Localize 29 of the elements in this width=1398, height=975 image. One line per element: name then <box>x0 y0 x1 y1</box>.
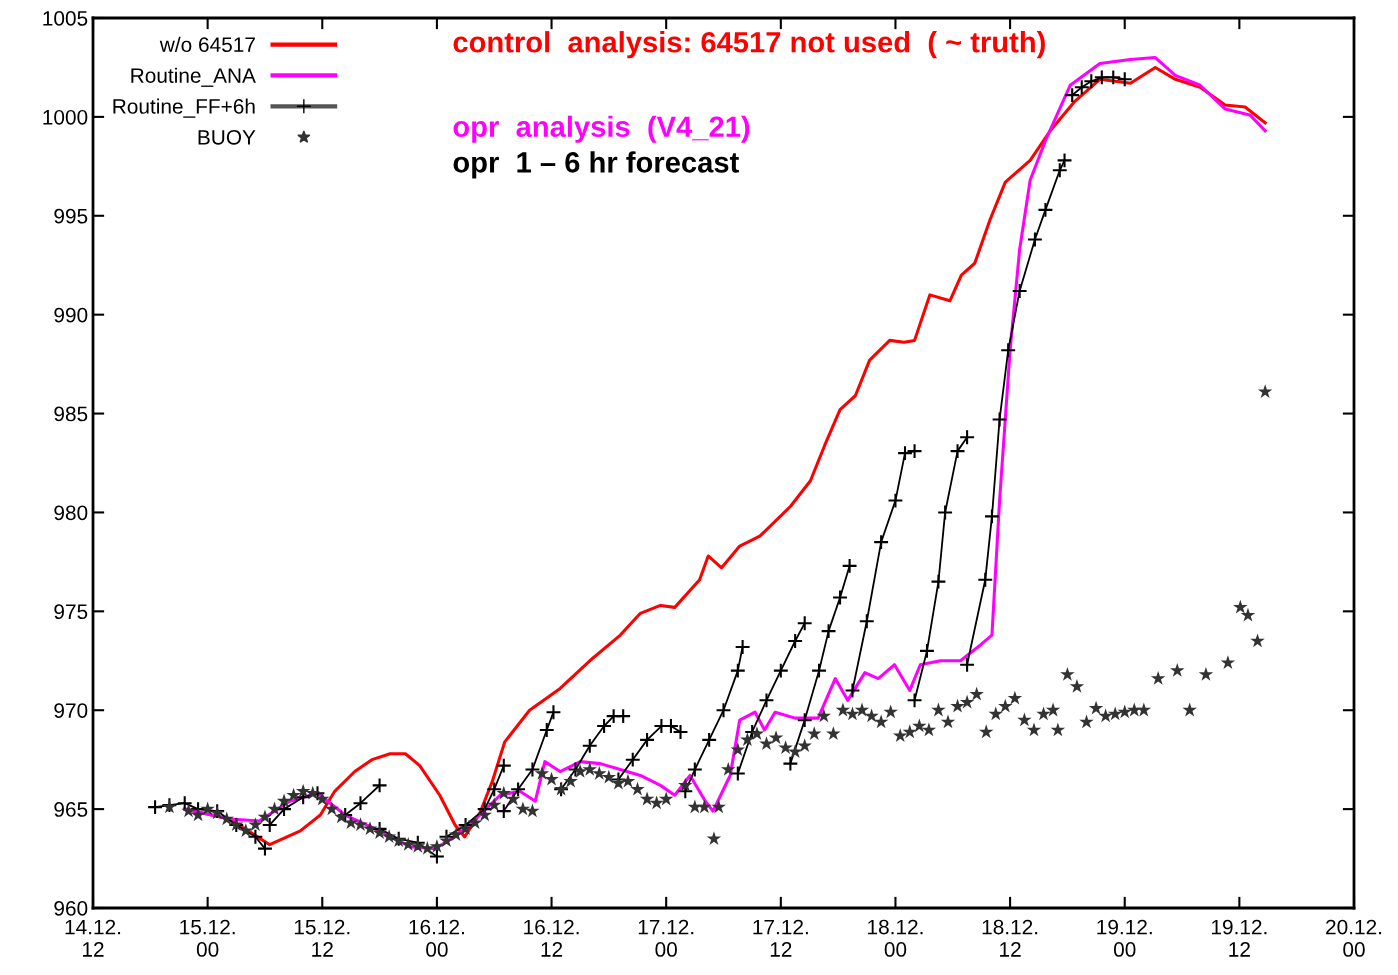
x-tick-label: 20.12. 00 <box>1326 919 1382 957</box>
x-tick-label: 19.12. 12 <box>1211 919 1267 957</box>
legend-label: w/o 64517 <box>159 36 255 53</box>
x-tick-label: 19.12. 00 <box>1097 919 1152 957</box>
y-tick-label: 960 <box>54 901 88 916</box>
y-tick-label: 985 <box>54 406 88 422</box>
legend-label: Routine_FF+6h <box>113 98 255 118</box>
legend-label: BUOY <box>198 129 256 145</box>
x-tick-label: 15.12. 00 <box>180 919 235 957</box>
x-tick-label: 17.12. 00 <box>638 919 694 957</box>
y-tick-label: 970 <box>54 703 88 718</box>
y-tick-label: 965 <box>54 802 88 817</box>
y-tick-label: 975 <box>54 604 88 620</box>
y-tick-label: 980 <box>54 505 88 521</box>
y-tick-label: 1005 <box>43 11 88 26</box>
legend-label: Routine_ANA <box>131 67 256 87</box>
annotation: opr 1 – 6 hr forecast <box>453 151 739 179</box>
x-tick-label: 15.12. 12 <box>294 919 350 957</box>
x-tick-label: 17.12. 12 <box>753 919 808 957</box>
x-tick-label: 18.12. 12 <box>982 919 1038 957</box>
x-tick-label: 16.12. 00 <box>409 919 464 957</box>
x-tick-label: 18.12. 00 <box>868 919 923 957</box>
x-tick-label: 16.12. 12 <box>524 919 579 957</box>
y-tick-label: 990 <box>54 307 88 323</box>
annotation: opr analysis (V4_21) <box>453 115 750 143</box>
annotation: control analysis: 64517 not used ( ~ truth) <box>453 31 1045 59</box>
x-tick-label: 14.12. 12 <box>65 919 121 957</box>
y-tick-label: 1000 <box>43 109 88 125</box>
y-tick-label: 995 <box>54 208 88 224</box>
